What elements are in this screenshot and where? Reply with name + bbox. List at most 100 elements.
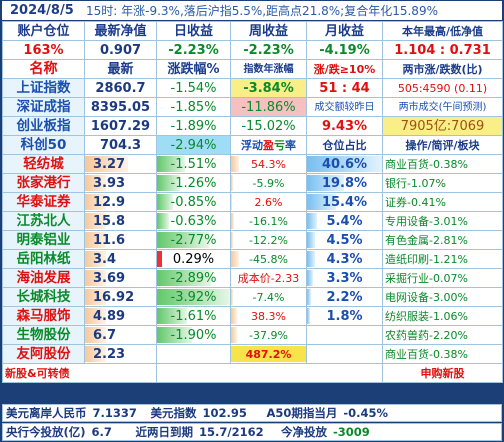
header-latest: 最新: [84, 59, 157, 79]
change-bar: [157, 232, 209, 248]
stock-note: 采掘行业-0.07%: [382, 268, 503, 288]
holding-row[interactable]: 生物股份 6.7 -1.90% -37.9% 农药兽药-2.20%: [2, 325, 503, 345]
stock-change: -1.26%: [156, 173, 231, 193]
change-bar: [157, 213, 169, 229]
position-bar: [307, 232, 316, 248]
ipo-row: 新股&可转债 申购新股: [2, 363, 503, 383]
stock-price: 3.93: [84, 173, 157, 193]
holding-row[interactable]: 海油发展 3.69 -2.89% 成本价-2.33 3.3% 采掘行业-0.07%: [2, 268, 503, 288]
stock-position: 3.3%: [306, 268, 383, 288]
holding-row[interactable]: 长城科技 16.92 -3.92% -7.4% 2.2% 电网设备-3.00%: [2, 287, 503, 307]
header-index-year: 指数年涨幅: [230, 59, 307, 79]
ipo-label[interactable]: 新股&可转债: [2, 363, 157, 383]
price-bar: [85, 194, 107, 210]
maturity-label: 近两日到期: [135, 425, 194, 439]
turnover-forecast-label: 两市成交(午间预测): [382, 97, 503, 117]
stock-price-text: 16.92: [93, 289, 135, 305]
pnl-bar: [231, 346, 306, 362]
pnl-bar: [231, 327, 237, 343]
pnl-bar: [231, 308, 237, 324]
index-name[interactable]: 上证指数: [2, 78, 85, 98]
holding-row[interactable]: 友阿股份 2.23 487.2% 商业百货-0.38%: [2, 344, 503, 364]
stock-price: 2.23: [84, 344, 157, 364]
stock-price: 16.92: [84, 287, 157, 307]
stock-position: [306, 344, 383, 364]
index-name[interactable]: 深证成指: [2, 97, 85, 117]
stock-name[interactable]: 海油发展: [2, 268, 85, 288]
stock-name[interactable]: 江苏北人: [2, 211, 85, 231]
index-year-change: -3.84%: [230, 78, 307, 98]
stock-change-text: -1.26%: [170, 175, 217, 191]
stock-change: -2.89%: [156, 268, 231, 288]
weekly-value: -2.23%: [230, 40, 307, 60]
index-price: 8395.05: [84, 97, 157, 117]
stock-name[interactable]: 长城科技: [2, 287, 85, 307]
stock-name[interactable]: 轻纺城: [2, 154, 85, 174]
stock-change: -3.92%: [156, 287, 231, 307]
index-name[interactable]: 科创50: [2, 135, 85, 155]
holding-row[interactable]: 张家港行 3.93 -1.26% -5.9% 19.8% 银行-1.07%: [2, 173, 503, 193]
stock-name[interactable]: 张家港行: [2, 173, 85, 193]
stock-pnl: -16.1%: [230, 211, 307, 231]
header-position-share: 仓位占比: [306, 135, 383, 155]
price-bar: [85, 327, 107, 343]
stock-change-text: -0.85%: [170, 194, 217, 210]
stock-price-text: 3.69: [93, 270, 126, 286]
stock-pnl: -45.8%: [230, 249, 307, 269]
stock-position: 40.6%: [306, 154, 383, 174]
change-bar: [157, 175, 181, 191]
stock-price: 4.89: [84, 306, 157, 326]
index-name[interactable]: 创业板指: [2, 116, 85, 136]
stock-price-text: 3.27: [93, 156, 126, 172]
pnl-bar: [231, 251, 239, 267]
stock-pnl-text: 2.6%: [254, 195, 283, 209]
position-value: 163%: [2, 40, 85, 60]
summary-info: 15时: 年涨-9.3%,落后沪指5.5%,距高点21.8%;复合年化15.89…: [86, 4, 438, 18]
summary-value-row: 163% 0.907 -2.23% -2.23% -4.19% 1.104 : …: [2, 40, 503, 60]
price-bar: [85, 289, 107, 305]
holdings: 轻纺城 3.27 -1.51% 54.3% 40.6% 商业百货-0.38% 张家港行 3.9…: [2, 154, 503, 364]
header-daily: 日收益: [156, 21, 231, 41]
stock-note: 电网设备-3.00%: [382, 287, 503, 307]
header-position: 账户仓位: [2, 21, 85, 41]
stock-name[interactable]: 华泰证券: [2, 192, 85, 212]
price-bar: [85, 251, 107, 267]
holding-row[interactable]: 森马服饰 4.89 -1.61% 38.3% 1.8% 纺织服装-1.06%: [2, 306, 503, 326]
stock-note: 纺织服装-1.06%: [382, 306, 503, 326]
stock-pnl-text: -5.9%: [252, 176, 285, 190]
stock-price: 12.9: [84, 192, 157, 212]
stock-note: 商业百货-0.38%: [382, 154, 503, 174]
ipo-subscribe-link[interactable]: 申购新股: [382, 363, 503, 383]
monthly-value: -4.19%: [306, 40, 383, 60]
holding-row[interactable]: 明泰铝业 11.6 -2.77% -12.2% 4.5% 有色金属-2.81%: [2, 230, 503, 250]
holding-row[interactable]: 华泰证券 12.9 -0.85% 2.6% 15.4% 证券-0.41%: [2, 192, 503, 212]
stock-name[interactable]: 岳阳林纸: [2, 249, 85, 269]
turnover-value: 7905亿:7069: [382, 116, 503, 136]
turnover-label: 成交额较昨日: [306, 97, 383, 117]
price-bar: [85, 308, 107, 324]
stock-name[interactable]: 生物股份: [2, 325, 85, 345]
fx-bar: 美元离岸人民币 7.1337 美元指数 102.95 A50期指当月 -0.45…: [2, 404, 502, 422]
stock-change: 0.29%: [156, 249, 231, 269]
stock-pnl: -37.9%: [230, 325, 307, 345]
holding-row[interactable]: 轻纺城 3.27 -1.51% 54.3% 40.6% 商业百货-0.38%: [2, 154, 503, 174]
pnl-bar: [231, 194, 232, 210]
holding-row[interactable]: 岳阳林纸 3.4 0.29% -45.8% 4.3% 造纸印刷-1.21%: [2, 249, 503, 269]
holding-row[interactable]: 江苏北人 15.8 -0.63% -16.1% 5.4% 专用设备-3.01%: [2, 211, 503, 231]
stock-position: 4.3%: [306, 249, 383, 269]
stock-name[interactable]: 森马服饰: [2, 306, 85, 326]
header-limit: 涨/跌≥10%: [306, 59, 383, 79]
year-hilo-value: 1.104 : 0.731: [382, 40, 503, 60]
a50-label: A50期指当月: [266, 406, 338, 420]
title-bar: 2024/8/5 15时: 年涨-9.3%,落后沪指5.5%,距高点21.8%;…: [2, 1, 502, 20]
dxy-label: 美元指数: [150, 406, 197, 420]
stock-pnl-text: -7.4%: [252, 290, 285, 304]
report-date: 2024/8/5: [10, 3, 74, 18]
stock-pnl: -7.4%: [230, 287, 307, 307]
stock-pnl: 成本价-2.33: [230, 268, 307, 288]
stock-price: 15.8: [84, 211, 157, 231]
stock-note: 专用设备-3.01%: [382, 211, 503, 231]
stock-name[interactable]: 友阿股份: [2, 344, 85, 364]
stock-name[interactable]: 明泰铝业: [2, 230, 85, 250]
change-bar: [157, 270, 212, 286]
